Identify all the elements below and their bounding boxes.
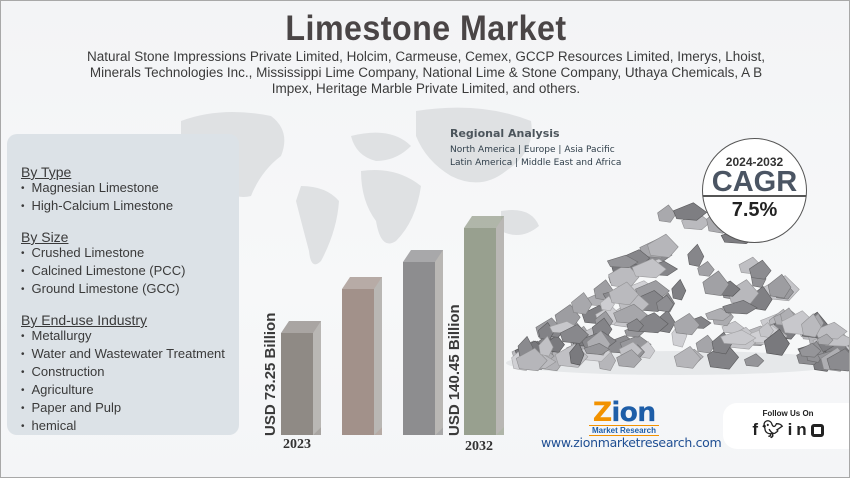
- segment-item: Water and Wastewater Treatment: [21, 346, 239, 364]
- segment-heading: By End-use Industry: [21, 312, 148, 328]
- bar: [281, 320, 321, 435]
- world-map-graphic: [181, 107, 539, 265]
- social-box: Follow Us On f🐦︎in: [723, 403, 849, 449]
- year-label-2032: 2032: [465, 439, 493, 454]
- segment-group: By End-use IndustryMetallurgyWater and W…: [21, 312, 239, 436]
- cagr-value: 7.5%: [731, 199, 778, 221]
- segment-item: Ground Limestone (GCC): [21, 281, 239, 299]
- twitter-icon[interactable]: 🐦︎: [761, 420, 788, 439]
- regional-title: Regional Analysis: [450, 127, 560, 140]
- segment-item: Crushed Limestone: [21, 245, 239, 263]
- key-players-text: Natural Stone Impressions Private Limite…: [87, 49, 765, 96]
- segment-item: hemical: [21, 418, 239, 436]
- value-label-2032: USD 140.45 Billion: [446, 304, 463, 436]
- bar: [403, 249, 443, 435]
- segment-item: Paper and Pulp: [21, 400, 239, 418]
- value-label-2023: USD 73.25 Billion: [262, 312, 279, 436]
- page-title: Limestone Market: [285, 9, 567, 48]
- segment-group: By TypeMagnesian LimestoneHigh-Calcium L…: [21, 164, 239, 216]
- segment-heading: By Size: [21, 229, 69, 245]
- segments-panel: By TypeMagnesian LimestoneHigh-Calcium L…: [7, 134, 239, 435]
- year-label-2023: 2023: [283, 437, 311, 452]
- facebook-icon[interactable]: f: [752, 420, 762, 439]
- segment-item: High-Calcium Limestone: [21, 198, 239, 216]
- limestone-rocks-image: [506, 202, 849, 375]
- regions-line-1: North America | Europe | Asia Pacific: [450, 145, 615, 155]
- zion-logo: Zion Market Research: [589, 399, 659, 436]
- follow-title: Follow Us On: [762, 409, 814, 418]
- cagr-label: CAGR: [703, 168, 806, 197]
- cagr-badge: 2024-2032 CAGR 7.5%: [702, 138, 807, 243]
- segment-item: Calcined Limestone (PCC): [21, 263, 239, 281]
- segment-item: Magnesian Limestone: [21, 180, 239, 198]
- segment-heading: By Type: [21, 164, 72, 180]
- website-url[interactable]: www.zionmarketresearch.com: [541, 435, 722, 450]
- segment-item: Metallurgy: [21, 328, 239, 346]
- bar: [464, 216, 504, 435]
- segment-group: By SizeCrushed LimestoneCalcined Limesto…: [21, 229, 239, 299]
- cagr-period: 2024-2032: [725, 155, 784, 169]
- bar: [342, 276, 382, 435]
- linkedin-icon[interactable]: in: [787, 420, 811, 439]
- segment-item: Construction: [21, 364, 239, 382]
- regions-line-2: Latin America | Middle East and Africa: [450, 158, 622, 168]
- segment-item: Agriculture: [21, 382, 239, 400]
- instagram-icon[interactable]: [810, 424, 824, 438]
- regional-analysis: Regional Analysis North America | Europe…: [450, 127, 621, 170]
